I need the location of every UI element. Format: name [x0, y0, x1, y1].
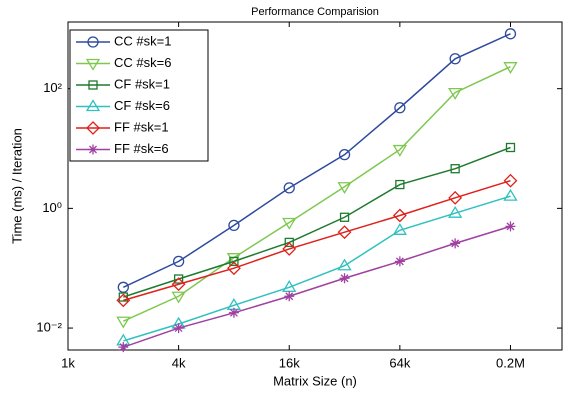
y-tick-label: 10⁰ [42, 200, 62, 215]
x-tick-label: 64k [389, 355, 410, 370]
series-line [123, 179, 511, 302]
plot-area [67, 21, 563, 351]
data-point [283, 182, 295, 194]
x-tick-label: 1k [61, 355, 75, 370]
series-line [123, 195, 511, 342]
data-point [338, 148, 351, 161]
data-point [284, 237, 294, 248]
data-point [118, 292, 128, 302]
chart-title: Performance Comparision [251, 6, 379, 18]
data-point [226, 253, 242, 265]
legend-marker [88, 144, 98, 155]
legend-label: CF #sk=6 [114, 98, 170, 113]
series-line [122, 33, 511, 288]
x-tick-label: 0.2M [496, 355, 525, 370]
data-point [171, 277, 186, 292]
data-point [504, 28, 517, 40]
data-point [392, 144, 408, 157]
data-point [450, 238, 461, 249]
data-point [339, 273, 350, 284]
data-point [503, 173, 518, 188]
legend-label: CF #sk=1 [114, 76, 170, 91]
data-point [227, 261, 241, 276]
data-point [116, 293, 131, 308]
data-point [117, 281, 129, 293]
data-point [337, 225, 352, 240]
x-axis-label: Matrix Size (n) [273, 373, 357, 388]
data-point [394, 256, 405, 267]
legend-marker [86, 121, 100, 135]
legend-label: CC #sk=6 [114, 55, 171, 70]
data-point [392, 223, 408, 235]
data-point [171, 291, 186, 304]
data-point [394, 102, 406, 114]
data-point [505, 142, 516, 153]
data-point [172, 255, 185, 268]
series-line [123, 146, 511, 298]
data-point [448, 190, 463, 205]
data-point [339, 212, 350, 222]
data-point [284, 291, 295, 302]
data-point [392, 208, 407, 223]
legend-box [69, 29, 209, 162]
legend-marker [85, 58, 101, 71]
data-point [448, 87, 463, 100]
data-point [337, 182, 352, 194]
data-point [116, 316, 131, 329]
series-line [123, 225, 511, 348]
y-tick-label: 10⁻² [36, 320, 62, 335]
legend-label: CC #sk=1 [114, 33, 171, 48]
data-point [503, 62, 518, 74]
legend-label: FF #sk=6 [114, 141, 169, 156]
legend-marker [87, 36, 99, 48]
series-line [123, 66, 511, 322]
data-point [503, 188, 518, 201]
x-tick-label: 16k [279, 355, 300, 370]
data-point [228, 307, 239, 318]
data-point [448, 205, 463, 218]
data-point [450, 164, 460, 174]
x-tick-label: 4k [172, 355, 186, 370]
data-point [505, 221, 516, 232]
legend: CC #sk=1 CC #sk=6 CF #sk=1 CF #sk=6 FF #sk=1… [69, 29, 209, 162]
legend-label: FF #sk=1 [114, 119, 169, 134]
data-point [118, 342, 129, 353]
data-point [282, 242, 297, 256]
data-point [228, 219, 240, 232]
data-point [449, 53, 461, 65]
data-point [173, 274, 184, 284]
data-point [173, 323, 184, 334]
legend-marker [85, 99, 101, 112]
legend-marker [88, 80, 98, 90]
data-point [395, 179, 405, 190]
data-point [282, 217, 297, 230]
y-axis-label: Time (ms) / Iteration [9, 128, 24, 244]
data-point [337, 258, 352, 271]
data-point [229, 256, 239, 267]
y-tick-label: 10² [43, 80, 62, 95]
